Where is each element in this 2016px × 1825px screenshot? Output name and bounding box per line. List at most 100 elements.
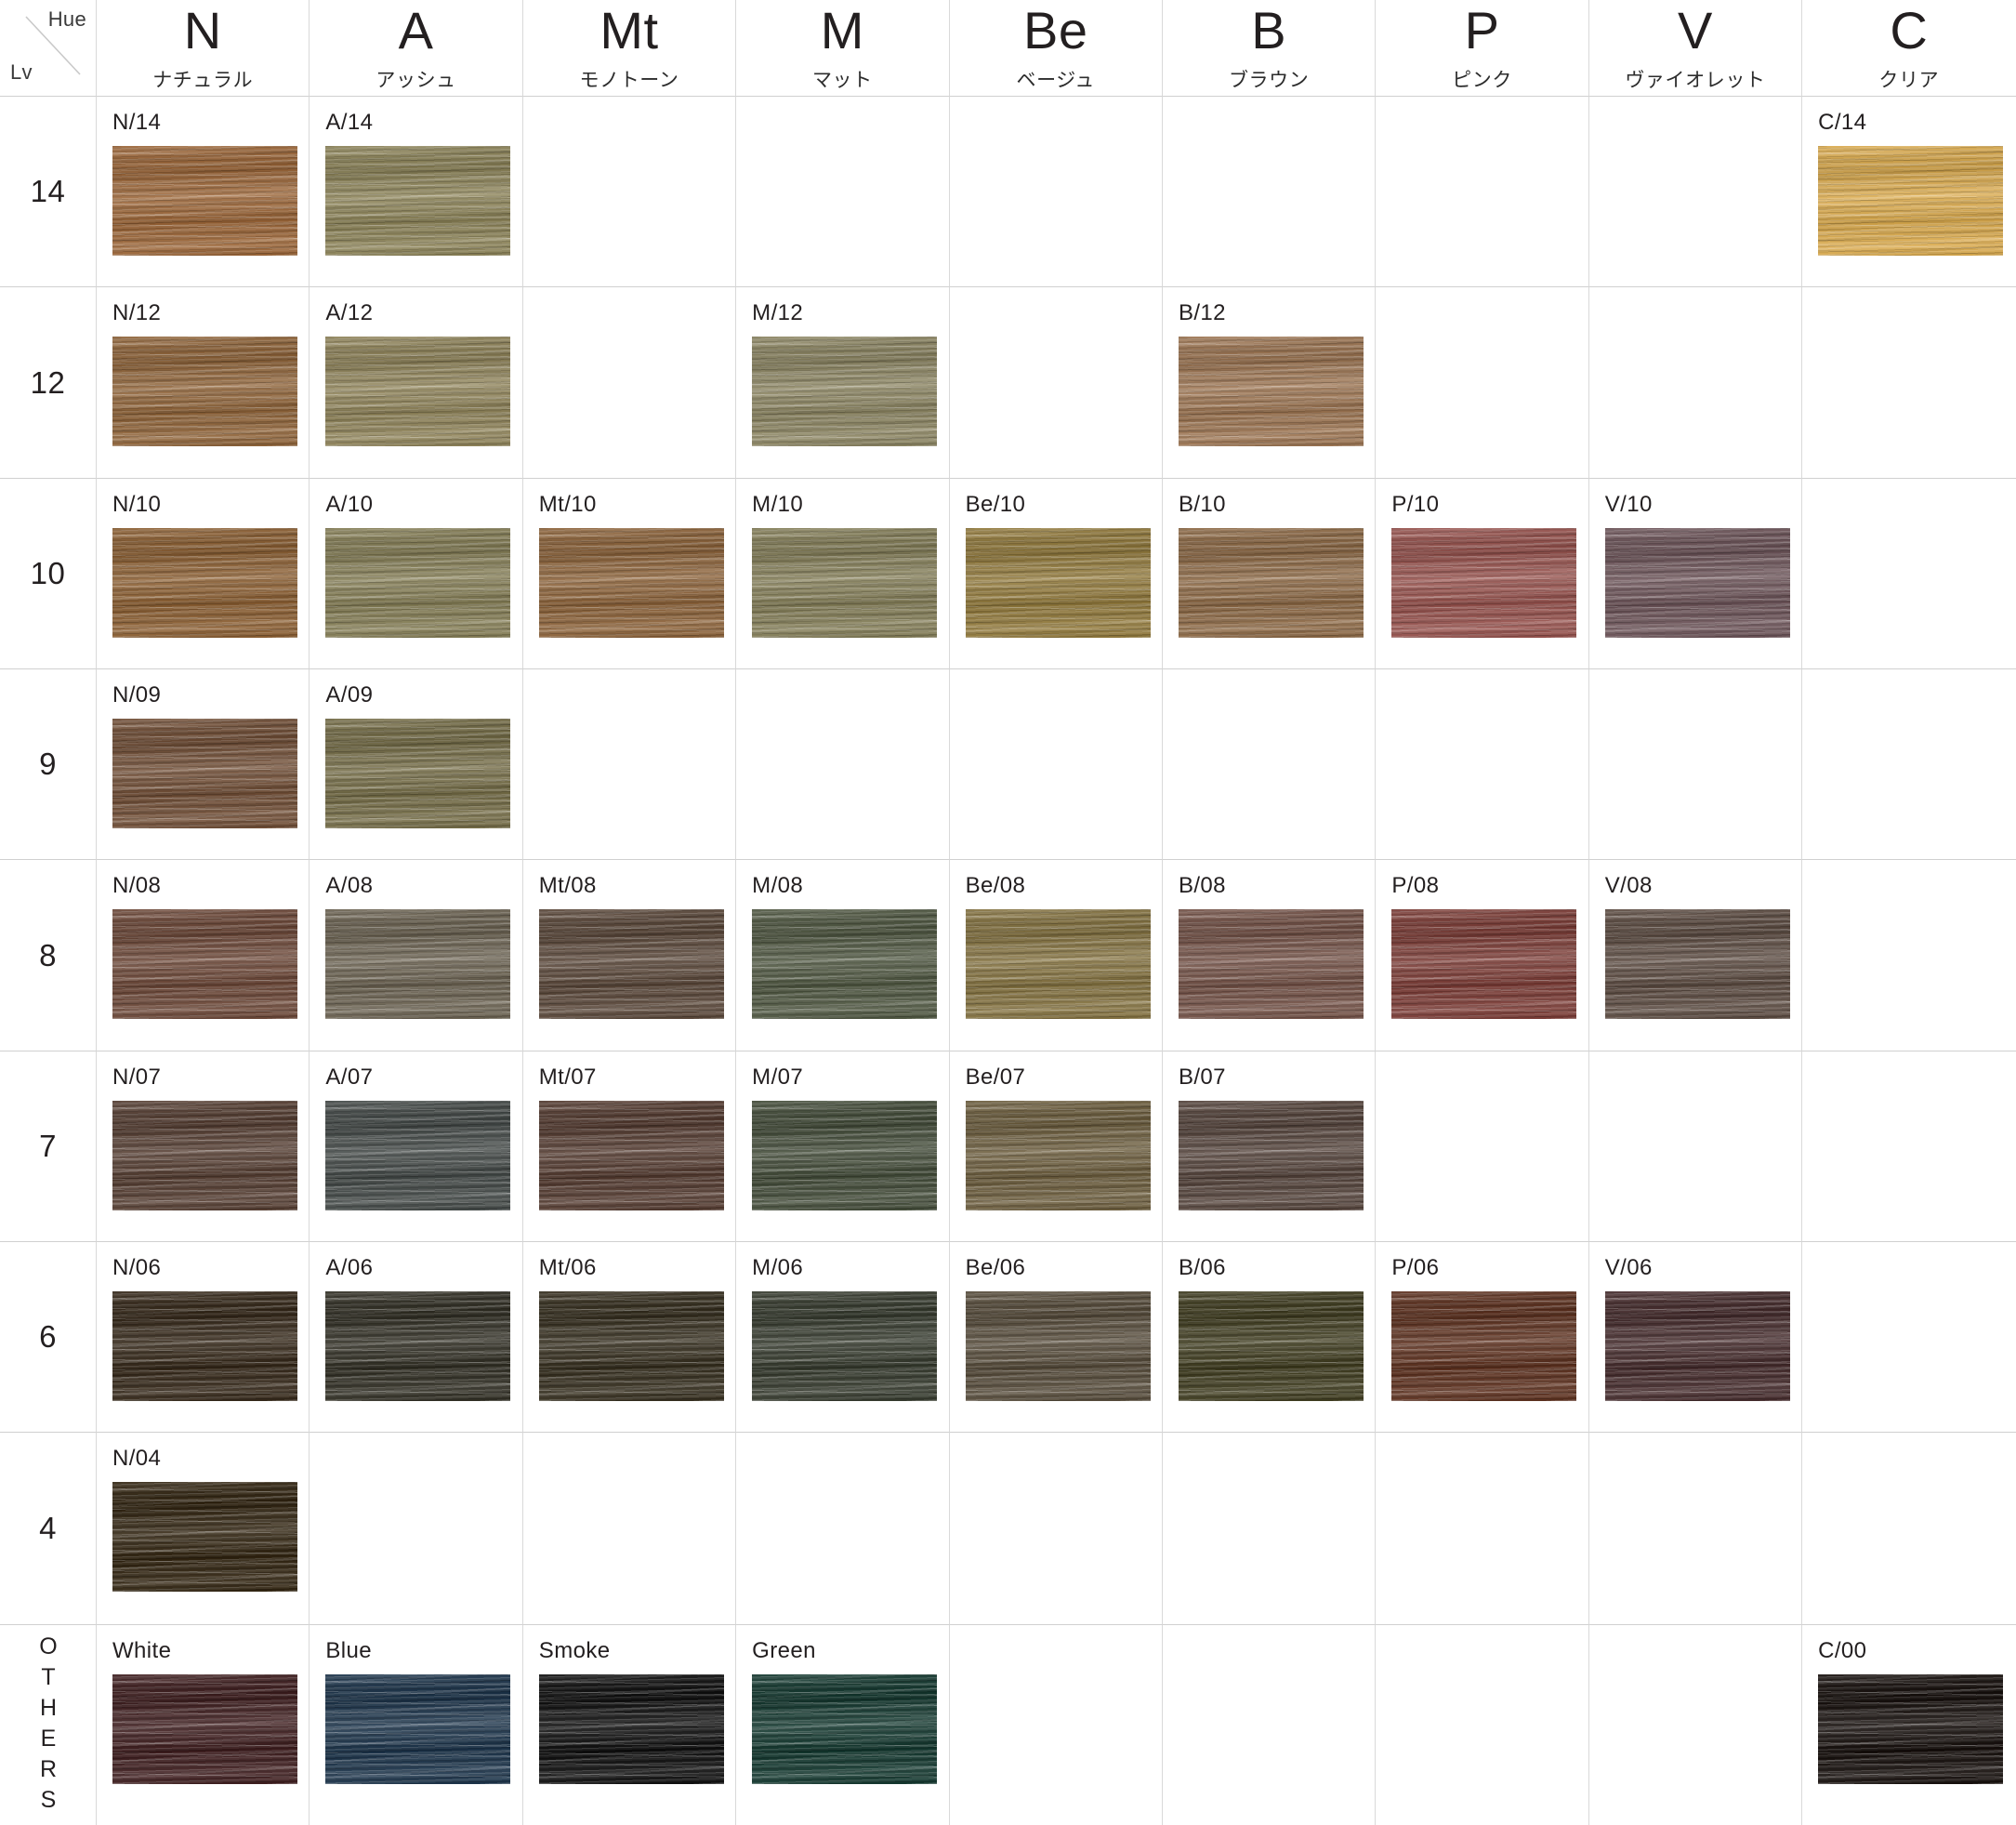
hair-swatch[interactable]: [1178, 1291, 1364, 1401]
color-swatch-cell[interactable]: Be/08: [949, 860, 1163, 1051]
swatch-code-label: Mt/07: [538, 1065, 597, 1090]
color-swatch-cell[interactable]: B/10: [1162, 479, 1377, 669]
hair-strand-texture: [1604, 909, 1790, 1019]
color-swatch-cell[interactable]: Mt/06: [522, 1242, 737, 1433]
color-swatch-cell[interactable]: A/08: [310, 860, 523, 1051]
color-swatch-cell[interactable]: V/06: [1588, 1242, 1803, 1433]
hair-swatch[interactable]: [1818, 146, 2004, 256]
row-header-label: 4: [39, 1511, 57, 1545]
color-swatch-cell[interactable]: Be/10: [949, 479, 1163, 669]
hair-swatch[interactable]: [1178, 528, 1364, 638]
color-swatch-cell[interactable]: N/09: [97, 669, 310, 860]
color-swatch-cell[interactable]: P/08: [1376, 860, 1589, 1051]
hair-sheen-overlay: [965, 909, 1151, 1019]
color-swatch-cell[interactable]: A/07: [310, 1051, 523, 1242]
color-swatch-cell[interactable]: C/00: [1802, 1625, 2015, 1825]
hair-sheen-overlay: [965, 1101, 1151, 1210]
column-header-be: Be ベージュ: [949, 0, 1163, 97]
swatch-code-label: M/12: [752, 300, 804, 325]
color-swatch-cell[interactable]: A/14: [310, 97, 523, 287]
hair-swatch[interactable]: [325, 528, 511, 638]
hair-swatch[interactable]: [538, 909, 724, 1019]
hair-swatch[interactable]: [112, 337, 297, 446]
hair-swatch[interactable]: [752, 1674, 938, 1784]
hair-swatch[interactable]: [112, 1674, 297, 1784]
hair-swatch[interactable]: [112, 909, 297, 1019]
color-swatch-cell[interactable]: M/07: [736, 1051, 950, 1242]
hair-swatch[interactable]: [752, 337, 938, 446]
color-swatch-cell[interactable]: N/08: [97, 860, 310, 1051]
hair-swatch[interactable]: [112, 719, 297, 828]
color-swatch-cell[interactable]: N/06: [97, 1242, 310, 1433]
hair-swatch[interactable]: [1391, 1291, 1577, 1401]
hair-swatch[interactable]: [538, 1291, 724, 1401]
color-swatch-cell[interactable]: P/06: [1376, 1242, 1589, 1433]
color-swatch-cell[interactable]: M/06: [736, 1242, 950, 1433]
hair-swatch[interactable]: [965, 528, 1151, 638]
hair-swatch[interactable]: [325, 1291, 511, 1401]
color-swatch-cell[interactable]: A/09: [310, 669, 523, 860]
color-swatch-cell[interactable]: N/12: [97, 287, 310, 479]
color-swatch-cell[interactable]: A/12: [310, 287, 523, 479]
hair-swatch[interactable]: [1604, 1291, 1790, 1401]
color-swatch-cell[interactable]: B/12: [1162, 287, 1377, 479]
color-swatch-cell[interactable]: Mt/10: [522, 479, 737, 669]
color-swatch-cell[interactable]: B/07: [1162, 1051, 1377, 1242]
hair-swatch[interactable]: [1604, 528, 1790, 638]
color-swatch-cell[interactable]: Mt/08: [522, 860, 737, 1051]
hair-swatch[interactable]: [112, 146, 297, 256]
swatch-code-label: M/06: [752, 1255, 804, 1280]
color-swatch-cell[interactable]: Blue: [310, 1625, 523, 1825]
color-swatch-cell[interactable]: V/08: [1588, 860, 1803, 1051]
color-swatch-cell[interactable]: M/12: [736, 287, 950, 479]
hair-swatch[interactable]: [752, 909, 938, 1019]
color-swatch-cell[interactable]: M/08: [736, 860, 950, 1051]
hair-swatch[interactable]: [965, 1101, 1151, 1210]
hair-swatch[interactable]: [1391, 528, 1577, 638]
hair-swatch[interactable]: [112, 1291, 297, 1401]
hair-swatch[interactable]: [1604, 909, 1790, 1019]
hair-swatch[interactable]: [1178, 1101, 1364, 1210]
color-swatch-cell[interactable]: B/06: [1162, 1242, 1377, 1433]
color-swatch-cell[interactable]: N/07: [97, 1051, 310, 1242]
hair-swatch[interactable]: [965, 1291, 1151, 1401]
color-swatch-cell[interactable]: M/10: [736, 479, 950, 669]
hair-swatch[interactable]: [538, 1674, 724, 1784]
hair-swatch[interactable]: [1178, 909, 1364, 1019]
hair-swatch[interactable]: [325, 1101, 511, 1210]
row-header-level-8: 8: [0, 860, 97, 1051]
hair-swatch[interactable]: [752, 528, 938, 638]
color-swatch-cell[interactable]: N/14: [97, 97, 310, 287]
hair-swatch[interactable]: [1818, 1674, 2004, 1784]
hair-swatch[interactable]: [538, 1101, 724, 1210]
hair-swatch[interactable]: [1391, 909, 1577, 1019]
color-swatch-cell[interactable]: Be/06: [949, 1242, 1163, 1433]
hair-swatch[interactable]: [325, 719, 511, 828]
color-swatch-cell[interactable]: C/14: [1802, 97, 2016, 287]
empty-cell: [949, 287, 1163, 479]
hair-swatch[interactable]: [752, 1291, 938, 1401]
hair-swatch[interactable]: [112, 528, 297, 638]
hair-swatch[interactable]: [965, 909, 1151, 1019]
color-swatch-cell[interactable]: Mt/07: [522, 1051, 737, 1242]
hair-swatch[interactable]: [538, 528, 724, 638]
hair-swatch[interactable]: [325, 146, 511, 256]
color-swatch-cell[interactable]: White: [97, 1625, 310, 1825]
hair-swatch[interactable]: [325, 1674, 511, 1784]
color-swatch-cell[interactable]: N/10: [97, 479, 310, 669]
color-swatch-cell[interactable]: A/10: [310, 479, 523, 669]
hair-swatch[interactable]: [112, 1482, 297, 1592]
hair-swatch[interactable]: [325, 337, 511, 446]
hair-swatch[interactable]: [112, 1101, 297, 1210]
color-swatch-cell[interactable]: Be/07: [949, 1051, 1163, 1242]
color-swatch-cell[interactable]: N/04: [97, 1433, 310, 1625]
color-swatch-cell[interactable]: P/10: [1376, 479, 1589, 669]
hair-swatch[interactable]: [325, 909, 511, 1019]
color-swatch-cell[interactable]: Green: [736, 1625, 950, 1825]
hair-swatch[interactable]: [752, 1101, 938, 1210]
hair-swatch[interactable]: [1178, 337, 1364, 446]
color-swatch-cell[interactable]: Smoke: [523, 1625, 737, 1825]
color-swatch-cell[interactable]: V/10: [1588, 479, 1803, 669]
color-swatch-cell[interactable]: A/06: [310, 1242, 523, 1433]
color-swatch-cell[interactable]: B/08: [1162, 860, 1377, 1051]
